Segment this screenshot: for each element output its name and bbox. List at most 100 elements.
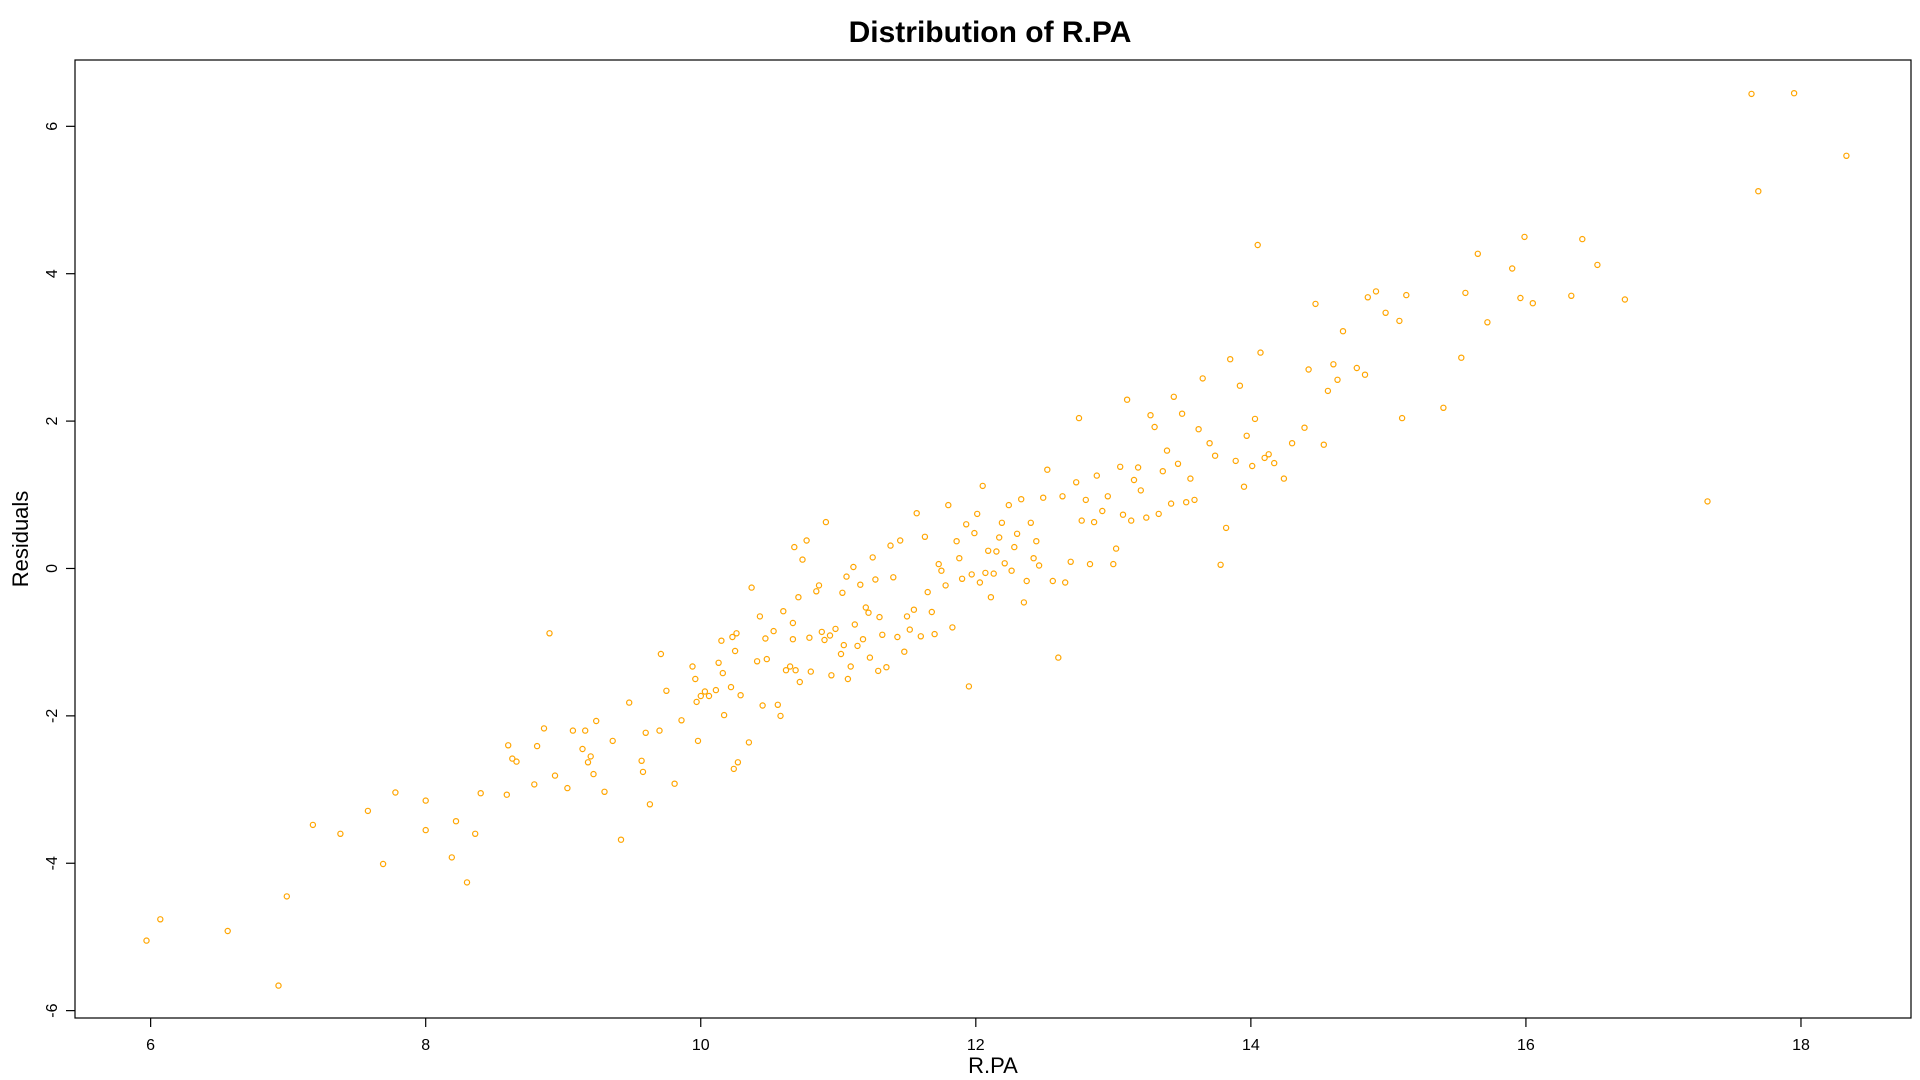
data-point (759, 702, 766, 709)
data-point (692, 675, 699, 683)
data-point (642, 729, 649, 737)
x-tick-label: 8 (421, 1037, 430, 1054)
data-point (1035, 562, 1043, 569)
data-point (795, 594, 802, 601)
data-point (601, 788, 608, 796)
data-point (1843, 152, 1850, 159)
data-point (540, 725, 548, 732)
data-point (1621, 296, 1629, 303)
data-point (803, 537, 810, 544)
data-point (1222, 524, 1230, 532)
data-point (982, 569, 989, 577)
data-point (1023, 577, 1030, 585)
data-point (1170, 393, 1178, 400)
data-point (807, 668, 815, 675)
data-point (745, 739, 753, 746)
data-point (1163, 447, 1171, 454)
data-point (850, 563, 857, 571)
data-point (813, 588, 820, 595)
data-point (657, 650, 665, 658)
data-point (587, 753, 594, 760)
data-point (720, 711, 728, 719)
data-point (1790, 89, 1798, 97)
data-point (1521, 233, 1528, 241)
x-tick-label: 6 (146, 1037, 155, 1054)
data-point (639, 768, 647, 776)
data-points (143, 89, 1850, 989)
data-point (987, 594, 995, 601)
data-point (505, 742, 512, 749)
y-tick-label: -6 (44, 1003, 61, 1017)
data-point (913, 510, 920, 517)
data-point (718, 637, 725, 644)
data-point (1033, 538, 1040, 545)
x-tick-label: 10 (692, 1037, 710, 1054)
data-point (546, 630, 553, 637)
data-point (1013, 530, 1021, 538)
plot-frame (74, 59, 1912, 1019)
data-point (609, 737, 616, 745)
data-point (865, 609, 872, 616)
data-point (1049, 577, 1057, 585)
data-point (283, 893, 290, 900)
data-point (143, 937, 150, 944)
data-point (1011, 543, 1018, 551)
data-point (910, 606, 918, 613)
data-point (1748, 90, 1755, 98)
x-axis-label: R.PA (968, 1053, 1018, 1078)
data-point (938, 567, 945, 574)
data-point (337, 830, 344, 838)
data-point (1020, 599, 1028, 606)
data-point (851, 621, 859, 628)
data-point (729, 633, 736, 641)
data-point (1594, 261, 1601, 269)
data-point (844, 675, 852, 683)
data-point (968, 571, 975, 578)
data-point (872, 576, 879, 583)
data-point (839, 589, 846, 597)
data-point (917, 633, 925, 640)
data-point (956, 555, 963, 562)
data-point (1178, 410, 1186, 417)
data-point (1134, 464, 1142, 471)
data-point (782, 667, 790, 674)
data-point (509, 755, 516, 762)
data-point (762, 635, 769, 642)
data-point (862, 604, 870, 611)
data-point (379, 860, 387, 868)
data-point (1254, 241, 1261, 249)
data-point (806, 634, 813, 641)
data-point (859, 636, 867, 643)
data-point (582, 727, 589, 734)
data-point (1199, 375, 1206, 382)
data-point (796, 678, 804, 686)
data-point (897, 537, 904, 544)
x-axis: 6 8 10 12 14 16 18 (146, 1018, 1810, 1054)
data-point (1396, 317, 1403, 325)
data-point (1364, 294, 1372, 301)
data-point (869, 554, 876, 561)
data-point (1301, 424, 1308, 431)
data-point (1104, 493, 1112, 500)
data-point (731, 647, 739, 655)
y-tick-label: 2 (44, 417, 61, 426)
data-point (753, 658, 761, 665)
data-point (756, 613, 764, 620)
data-point (1579, 235, 1586, 243)
data-point (789, 636, 797, 643)
data-point (1182, 499, 1190, 506)
data-point (1236, 382, 1244, 389)
data-point (840, 641, 848, 649)
data-point (1206, 440, 1213, 447)
y-tick-label: 6 (44, 122, 61, 131)
data-point (1086, 560, 1094, 568)
y-axis-label: Residuals (8, 491, 33, 588)
data-point (799, 556, 806, 563)
data-point (815, 582, 823, 589)
data-point (638, 757, 645, 765)
data-point (1116, 463, 1124, 470)
data-point (1324, 387, 1332, 395)
data-point (564, 784, 571, 792)
x-tick-label: 12 (967, 1037, 985, 1054)
